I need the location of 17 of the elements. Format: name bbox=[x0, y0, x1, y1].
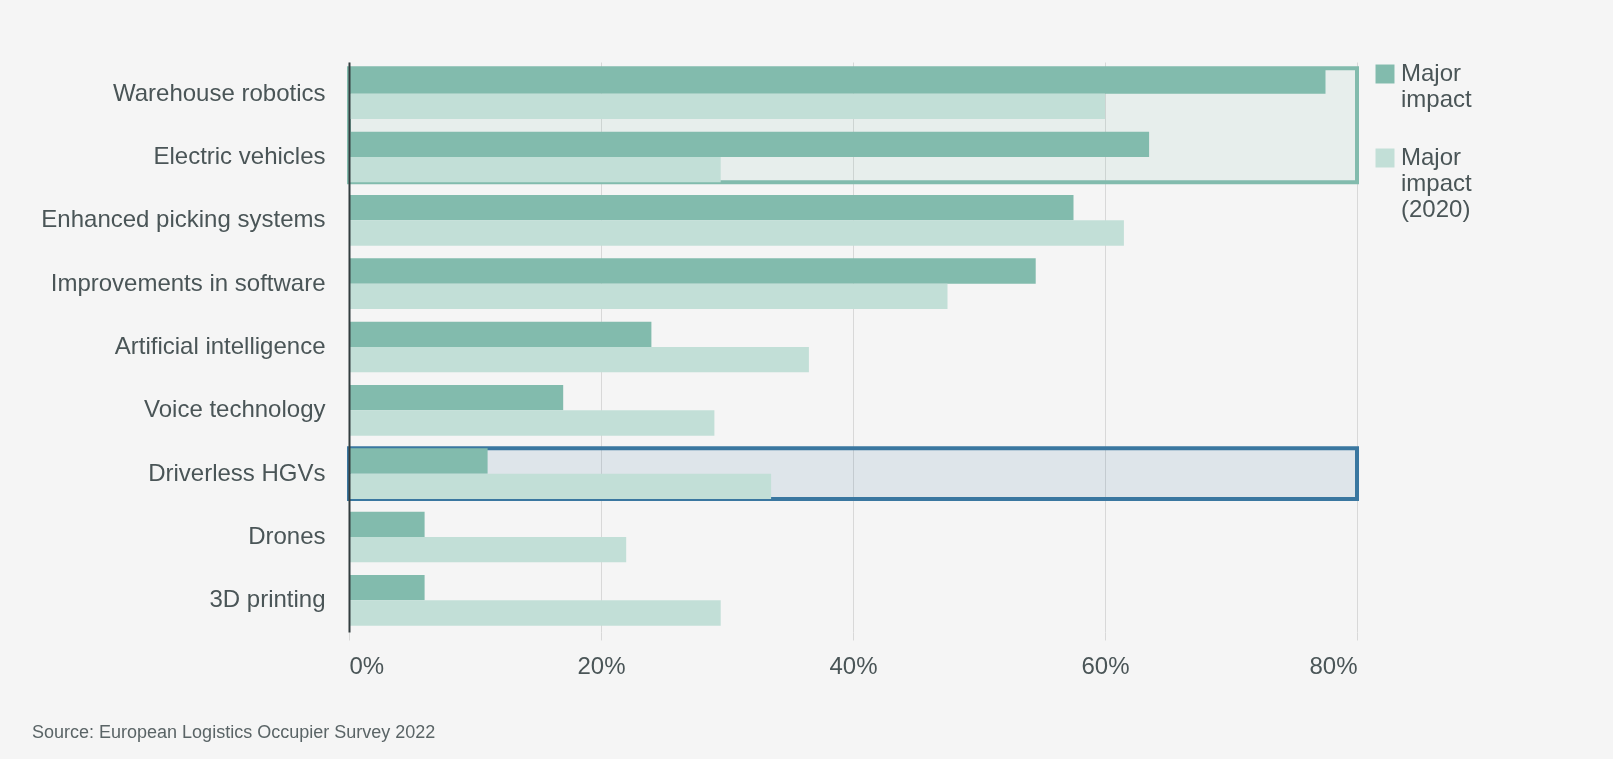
y-tick-label: 3D printing bbox=[209, 585, 326, 613]
y-tick-label: Improvements in software bbox=[50, 268, 326, 296]
legend-label: Major impact (2020) bbox=[1401, 143, 1473, 222]
y-tick-label: Artificial intelligence bbox=[114, 332, 326, 359]
x-tick-label: 80% bbox=[1309, 651, 1358, 679]
y-tick-label: Voice technology bbox=[144, 395, 326, 423]
y-tick-label: Electric vehicles bbox=[153, 142, 326, 169]
x-tick-label: 60% bbox=[1081, 651, 1130, 679]
legend-label: Major impact bbox=[1401, 59, 1473, 112]
y-tick-label: Warehouse robotics bbox=[112, 78, 326, 106]
y-tick-label: Drones bbox=[248, 522, 326, 549]
x-tick-label: 20% bbox=[577, 651, 626, 679]
y-tick-label: Enhanced picking systems bbox=[41, 205, 326, 233]
y-tick-label: Driverless HGVs bbox=[148, 458, 326, 486]
source-note: Source: European Logistics Occupier Survey 2022 bbox=[32, 722, 436, 743]
x-tick-label: 40% bbox=[829, 651, 878, 679]
x-tick-label: 0% bbox=[349, 651, 385, 679]
